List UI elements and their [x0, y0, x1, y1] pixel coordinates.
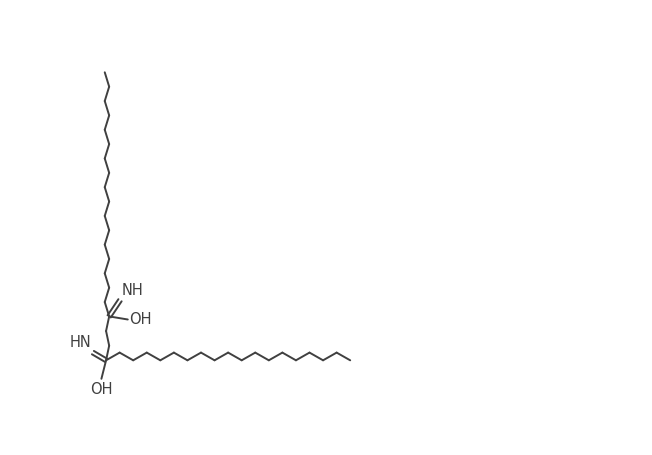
Text: OH: OH — [129, 312, 152, 327]
Text: OH: OH — [90, 382, 113, 397]
Text: NH: NH — [121, 283, 143, 298]
Text: HN: HN — [70, 335, 91, 350]
